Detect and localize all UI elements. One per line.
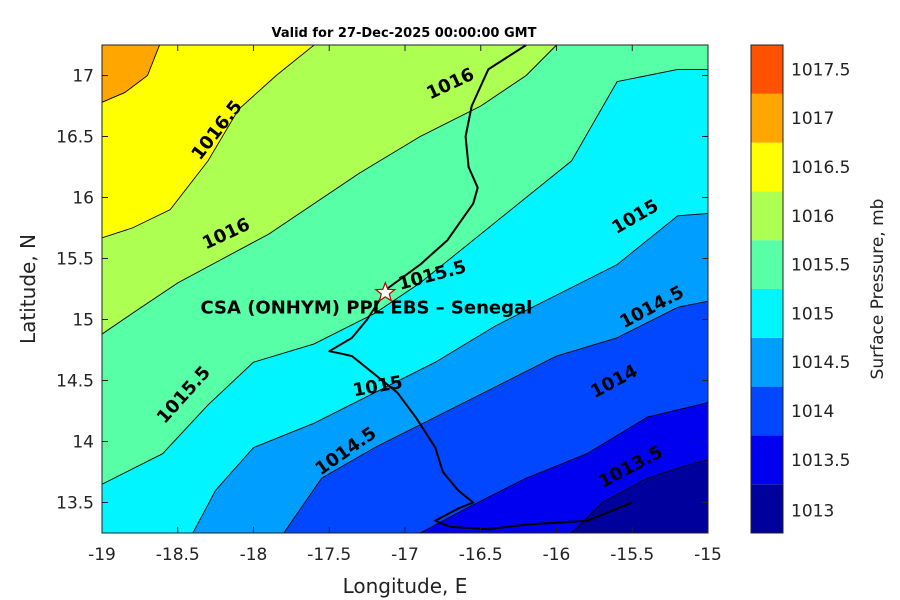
contour-line-1014.5 <box>283 300 708 533</box>
plot-area: 1016.5101610161015.51015.5101510151014.5… <box>101 44 709 534</box>
x-tick-label: -15 <box>694 545 722 565</box>
y-axis-ticks: 13.5 14 14.5 15 15.5 16 16.5 17 <box>56 67 708 514</box>
colorbar-swatch-1017.5 <box>751 45 783 94</box>
x-tick-label: -18.5 <box>156 545 200 565</box>
colorbar-swatch-1015.5 <box>751 240 783 289</box>
colorbar-tick-label: 1016.5 <box>791 158 850 178</box>
contour-line-1014 <box>419 402 708 533</box>
colorbar: 1013 1013.5 1014 1014.5 1015 1015.5 1016 1016.5… <box>750 44 850 534</box>
x-tick-label: -17 <box>391 545 419 565</box>
chart-title: Valid for 27-Dec-2025 00:00:00 GMT <box>272 26 537 41</box>
y-tick-label: 14 <box>72 433 94 453</box>
y-tick-label: 15 <box>72 311 94 331</box>
coastline <box>328 45 633 531</box>
y-tick-label: 16.5 <box>56 128 94 148</box>
y-axis-label: Latitude, N <box>16 234 40 344</box>
colorbar-swatch-1017 <box>751 93 783 143</box>
x-tick-label: -16.5 <box>459 545 503 565</box>
colorbar-label: Surface Pressure, mb <box>868 199 888 380</box>
x-tick-label: -15.5 <box>610 545 654 565</box>
colorbar-tick-label: 1014 <box>791 402 834 422</box>
x-tick-label: -18 <box>240 545 268 565</box>
colorbar-tick-label: 1015 <box>791 304 834 324</box>
station-label: CSA (ONHYM) PPL EBS – Senegal <box>201 297 533 318</box>
contour-line-1015.5 <box>102 68 708 485</box>
colorbar-tick-label: 1015.5 <box>791 256 850 276</box>
colorbar-swatch-1013.5 <box>751 435 783 485</box>
contour-line-1016.5 <box>102 45 315 239</box>
y-tick-label: 13.5 <box>56 494 94 514</box>
y-tick-label: 17 <box>72 67 94 87</box>
contour-line-1015 <box>192 212 708 533</box>
station-star-icon <box>374 281 397 303</box>
x-axis-ticks: -19 -18.5 -18 -17.5 -17 -16.5 -16 -15.5 -15 <box>88 45 722 565</box>
contour-line-1013.5 <box>571 459 708 533</box>
colorbar-swatch-1014 <box>751 386 783 436</box>
pressure-band-1017 <box>102 45 160 103</box>
colorbar-swatch-1015 <box>751 289 783 338</box>
x-tick-label: -17.5 <box>307 545 351 565</box>
x-tick-label: -19 <box>88 545 116 565</box>
y-tick-label: 16 <box>72 189 94 209</box>
colorbar-tick-label: 1013 <box>791 502 834 522</box>
colorbar-tick-label: 1013.5 <box>791 451 850 471</box>
colorbar-swatch-1016 <box>751 191 783 241</box>
y-tick-label: 14.5 <box>56 372 94 392</box>
y-tick-label: 15.5 <box>56 250 94 270</box>
colorbar-swatch-1013 <box>751 484 783 533</box>
x-tick-label: -16 <box>543 545 571 565</box>
colorbar-swatch-1016.5 <box>751 142 783 192</box>
colorbar-tick-label: 1016 <box>791 207 834 227</box>
colorbar-swatch-1014.5 <box>751 337 783 387</box>
colorbar-tick-label: 1017 <box>791 109 834 129</box>
colorbar-tick-label: 1017.5 <box>791 60 850 80</box>
colorbar-tick-label: 1014.5 <box>791 353 850 373</box>
pressure-band-1016.5 <box>102 45 315 238</box>
x-axis-label: Longitude, E <box>343 574 468 598</box>
contour-line-1017 <box>102 45 161 103</box>
contour-line-1016 <box>102 45 557 335</box>
